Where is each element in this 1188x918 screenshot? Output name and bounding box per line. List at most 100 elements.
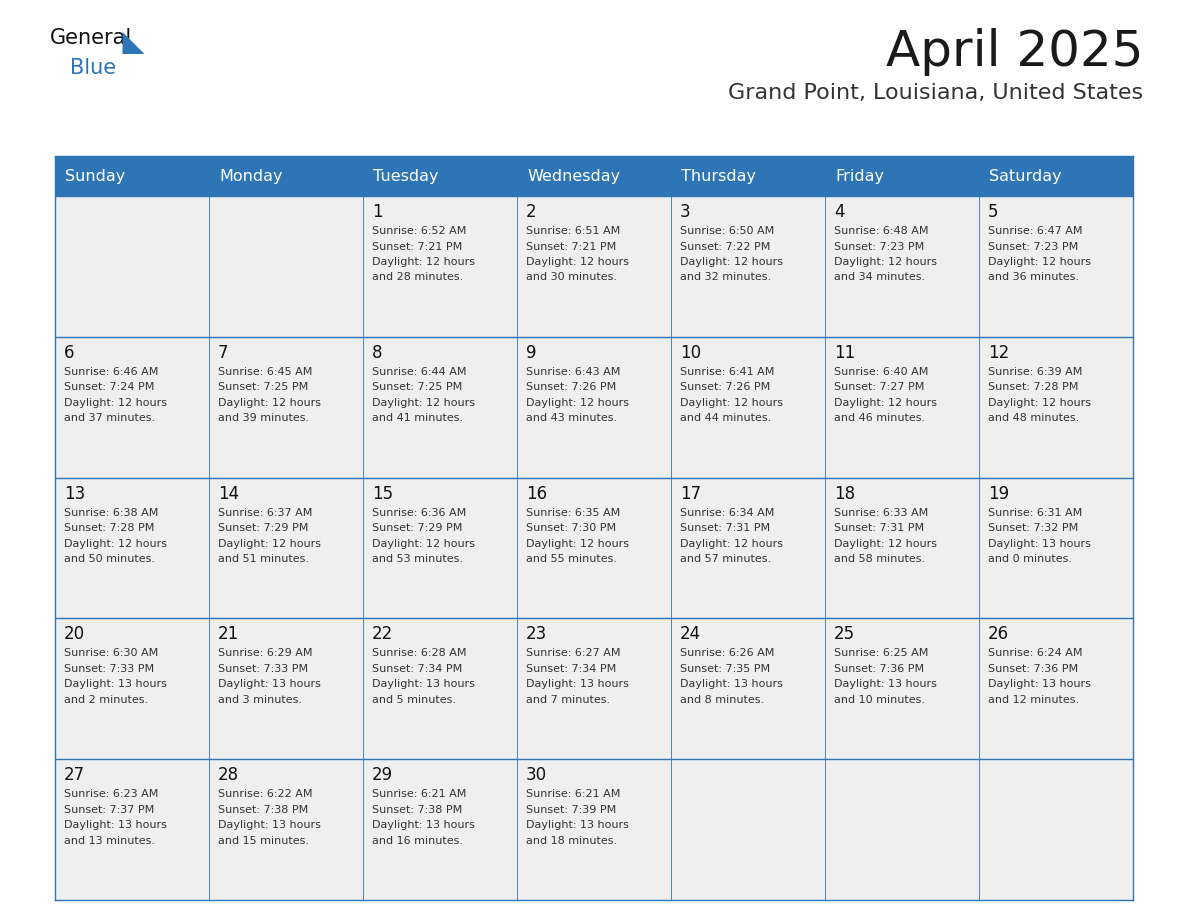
Text: and 43 minutes.: and 43 minutes.: [526, 413, 617, 423]
Text: Sunrise: 6:38 AM: Sunrise: 6:38 AM: [64, 508, 158, 518]
Text: and 44 minutes.: and 44 minutes.: [680, 413, 771, 423]
Text: 7: 7: [219, 344, 228, 362]
Text: Daylight: 12 hours: Daylight: 12 hours: [680, 257, 783, 267]
Bar: [517, 619, 671, 759]
Text: Sunrise: 6:33 AM: Sunrise: 6:33 AM: [834, 508, 928, 518]
Bar: [671, 477, 824, 619]
Text: Sunrise: 6:30 AM: Sunrise: 6:30 AM: [64, 648, 158, 658]
Text: and 3 minutes.: and 3 minutes.: [219, 695, 302, 705]
Text: Sunrise: 6:22 AM: Sunrise: 6:22 AM: [219, 789, 312, 800]
Text: Sunset: 7:33 PM: Sunset: 7:33 PM: [219, 664, 308, 674]
Text: Sunset: 7:36 PM: Sunset: 7:36 PM: [988, 664, 1079, 674]
Text: Sunrise: 6:50 AM: Sunrise: 6:50 AM: [680, 226, 775, 236]
Text: and 5 minutes.: and 5 minutes.: [372, 695, 456, 705]
Text: Sunset: 7:37 PM: Sunset: 7:37 PM: [64, 805, 154, 814]
Text: Blue: Blue: [70, 58, 116, 78]
Text: 5: 5: [988, 203, 998, 221]
Text: Sunrise: 6:39 AM: Sunrise: 6:39 AM: [988, 367, 1082, 376]
Text: and 57 minutes.: and 57 minutes.: [680, 554, 771, 564]
Text: Sunset: 7:31 PM: Sunset: 7:31 PM: [680, 523, 770, 533]
Text: Daylight: 12 hours: Daylight: 12 hours: [372, 397, 475, 408]
Text: Monday: Monday: [219, 169, 283, 184]
Text: Daylight: 13 hours: Daylight: 13 hours: [372, 820, 475, 830]
Text: Sunset: 7:39 PM: Sunset: 7:39 PM: [526, 805, 617, 814]
Text: Sunset: 7:36 PM: Sunset: 7:36 PM: [834, 664, 924, 674]
Text: 17: 17: [680, 485, 701, 502]
Text: Daylight: 13 hours: Daylight: 13 hours: [680, 679, 783, 689]
Text: Sunset: 7:31 PM: Sunset: 7:31 PM: [834, 523, 924, 533]
Text: Daylight: 12 hours: Daylight: 12 hours: [988, 397, 1091, 408]
Bar: [209, 477, 364, 619]
Text: Daylight: 13 hours: Daylight: 13 hours: [834, 679, 937, 689]
Text: Sunrise: 6:37 AM: Sunrise: 6:37 AM: [219, 508, 312, 518]
Text: 15: 15: [372, 485, 393, 502]
Text: Sunset: 7:23 PM: Sunset: 7:23 PM: [834, 241, 924, 252]
Text: and 13 minutes.: and 13 minutes.: [64, 835, 154, 845]
Text: Daylight: 13 hours: Daylight: 13 hours: [219, 820, 321, 830]
Text: Sunrise: 6:36 AM: Sunrise: 6:36 AM: [372, 508, 466, 518]
Text: 12: 12: [988, 344, 1010, 362]
Text: and 28 minutes.: and 28 minutes.: [372, 273, 463, 283]
Text: and 12 minutes.: and 12 minutes.: [988, 695, 1079, 705]
Text: Daylight: 12 hours: Daylight: 12 hours: [526, 397, 628, 408]
Bar: [979, 477, 1133, 619]
Bar: [824, 759, 979, 900]
Text: Sunset: 7:33 PM: Sunset: 7:33 PM: [64, 664, 154, 674]
Bar: [671, 196, 824, 337]
Text: Sunset: 7:34 PM: Sunset: 7:34 PM: [372, 664, 462, 674]
Text: Daylight: 12 hours: Daylight: 12 hours: [834, 257, 937, 267]
Text: Daylight: 12 hours: Daylight: 12 hours: [526, 539, 628, 549]
Text: and 15 minutes.: and 15 minutes.: [219, 835, 309, 845]
Text: General: General: [50, 28, 132, 48]
Text: Sunset: 7:22 PM: Sunset: 7:22 PM: [680, 241, 770, 252]
Text: Daylight: 12 hours: Daylight: 12 hours: [988, 257, 1091, 267]
Bar: [55, 196, 209, 337]
Text: Saturday: Saturday: [988, 169, 1062, 184]
Text: and 7 minutes.: and 7 minutes.: [526, 695, 611, 705]
Text: 29: 29: [372, 767, 393, 784]
Text: Sunrise: 6:31 AM: Sunrise: 6:31 AM: [988, 508, 1082, 518]
Text: 21: 21: [219, 625, 239, 644]
Text: Daylight: 13 hours: Daylight: 13 hours: [64, 820, 166, 830]
Text: 8: 8: [372, 344, 383, 362]
Bar: [671, 337, 824, 477]
Bar: [979, 619, 1133, 759]
Text: 4: 4: [834, 203, 845, 221]
Text: Daylight: 12 hours: Daylight: 12 hours: [526, 257, 628, 267]
Text: Daylight: 12 hours: Daylight: 12 hours: [64, 539, 168, 549]
Text: and 2 minutes.: and 2 minutes.: [64, 695, 148, 705]
Text: Sunset: 7:26 PM: Sunset: 7:26 PM: [680, 382, 770, 392]
Text: and 55 minutes.: and 55 minutes.: [526, 554, 617, 564]
Text: Daylight: 13 hours: Daylight: 13 hours: [526, 679, 628, 689]
Text: Tuesday: Tuesday: [373, 169, 438, 184]
Bar: [517, 337, 671, 477]
Text: Daylight: 12 hours: Daylight: 12 hours: [680, 539, 783, 549]
Text: Daylight: 12 hours: Daylight: 12 hours: [219, 539, 321, 549]
Text: 13: 13: [64, 485, 86, 502]
Text: Sunset: 7:32 PM: Sunset: 7:32 PM: [988, 523, 1079, 533]
Text: 18: 18: [834, 485, 855, 502]
Text: Sunset: 7:28 PM: Sunset: 7:28 PM: [988, 382, 1079, 392]
Bar: [979, 196, 1133, 337]
Text: Sunday: Sunday: [65, 169, 125, 184]
Text: and 30 minutes.: and 30 minutes.: [526, 273, 617, 283]
Text: Daylight: 13 hours: Daylight: 13 hours: [526, 820, 628, 830]
Text: 25: 25: [834, 625, 855, 644]
Text: Sunrise: 6:26 AM: Sunrise: 6:26 AM: [680, 648, 775, 658]
Text: Sunset: 7:21 PM: Sunset: 7:21 PM: [372, 241, 462, 252]
Text: and 50 minutes.: and 50 minutes.: [64, 554, 154, 564]
Bar: [979, 337, 1133, 477]
Bar: [517, 759, 671, 900]
Text: Daylight: 12 hours: Daylight: 12 hours: [680, 397, 783, 408]
Text: Wednesday: Wednesday: [527, 169, 620, 184]
Text: and 0 minutes.: and 0 minutes.: [988, 554, 1072, 564]
Polygon shape: [122, 32, 145, 54]
Text: Sunset: 7:35 PM: Sunset: 7:35 PM: [680, 664, 770, 674]
Text: and 34 minutes.: and 34 minutes.: [834, 273, 925, 283]
Text: Sunrise: 6:40 AM: Sunrise: 6:40 AM: [834, 367, 928, 376]
Bar: [55, 477, 209, 619]
Text: Sunset: 7:21 PM: Sunset: 7:21 PM: [526, 241, 617, 252]
Text: Sunset: 7:26 PM: Sunset: 7:26 PM: [526, 382, 617, 392]
Bar: [671, 759, 824, 900]
Bar: [364, 196, 517, 337]
